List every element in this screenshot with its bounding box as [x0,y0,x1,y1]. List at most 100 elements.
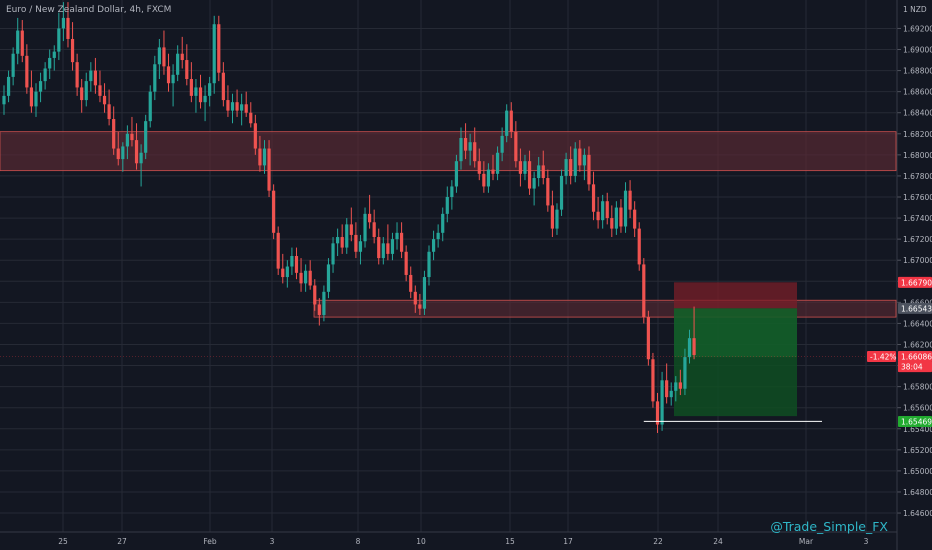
candle-body [70,38,75,63]
candle-body [354,234,358,252]
candle-body [276,232,280,269]
candle-body [48,57,52,69]
candle-body [166,66,171,84]
candle-body [477,161,481,174]
candle-body [194,87,198,96]
candle-body [482,173,486,187]
candle-body [358,241,363,252]
candle-body [377,237,381,259]
change-badge [867,350,896,362]
candle-body [130,133,134,141]
position-progress-area [674,308,797,358]
candle-body [422,277,427,309]
candle-body [208,83,212,96]
time-tick-label: 27 [117,537,127,546]
price-tick-label: 1.65000 [903,467,932,476]
candle-body [20,30,24,56]
candle-body [368,213,372,223]
candle-body [596,211,600,221]
candle-body [404,251,408,275]
candle-body [454,161,459,187]
candle-body [509,110,513,132]
candle-body [93,70,97,86]
candle-body [331,243,335,265]
candle-body [125,133,129,147]
candle-body [683,357,687,389]
time-tick-label: Feb [203,537,217,546]
candle-body [322,291,326,315]
long-position-tool[interactable] [674,282,797,417]
candle-body [441,213,445,233]
candle-body [651,359,655,402]
candle-body [349,224,353,235]
candle-body [272,190,276,233]
price-tick-label: 1.65800 [903,383,932,392]
time-tick-label: 10 [416,537,426,546]
candle-body [11,53,15,77]
price-tick-label: 1.66400 [903,319,932,328]
candle-body [340,237,344,248]
candle-body [317,304,321,315]
candle-body [258,148,262,166]
candle-body [29,87,34,107]
time-axis[interactable]: 25 27 Feb 3 8 10 15 17 22 24 Mar 3 [0,531,897,546]
candle-body [313,285,317,305]
candle-body [98,85,102,96]
price-tick-label: 1.64600 [903,509,932,518]
candle-body [121,146,125,160]
time-tick-label: 3 [270,537,275,546]
price-tick-label: 1.68600 [903,88,932,97]
time-tick-label: 22 [653,537,663,546]
price-tick-label: 1.67000 [903,256,932,265]
candle-body [176,53,180,75]
candle-body [514,131,518,162]
candle-body [345,224,349,248]
candle-body [491,169,495,174]
candle-body [637,228,641,265]
currency-label: 1 NZD [903,5,927,14]
price-label-text: 1.65469 [901,417,932,426]
candle-body [473,142,477,162]
candle-body [418,304,422,309]
candle-body [463,138,468,151]
candle-body [665,380,669,398]
candle-body [153,64,157,92]
price-tick-label: 1.67800 [903,172,932,181]
price-axis[interactable]: 1.69200 1.69000 1.68800 1.68600 1.68400 1.682… [896,0,932,550]
price-tick-label: 1.66600 [903,298,932,307]
price-label-tag [898,415,932,427]
price-tick-label: 1.69200 [903,24,932,33]
time-tick-label: 24 [713,537,723,546]
price-label-text: 1.66543 [901,304,932,313]
position-stop-area[interactable] [674,282,797,309]
candle-body [459,138,463,162]
time-tick-label: 3 [864,537,869,546]
candle-body [240,104,244,111]
candle-body [623,190,628,227]
candle-body [372,222,376,238]
candle-body [2,95,6,105]
candle-body [559,175,564,210]
candle-body [6,76,11,96]
candle-body [25,55,29,88]
candle-body [80,87,84,101]
candle-body [185,60,189,80]
candle-body [226,100,230,111]
candle-body [43,68,47,82]
candle-body [646,317,650,360]
price-tick-label: 1.64800 [903,488,932,497]
candle-body [573,148,577,176]
candle-body [564,159,568,176]
candle-body [546,178,550,206]
candle-body [189,79,193,96]
candle-body [326,264,331,292]
candle-body [244,104,248,113]
candle-body [52,51,56,58]
candle-body [212,24,216,84]
time-tick-label: 17 [563,537,573,546]
price-tick-label: 1.69000 [903,46,932,55]
candle-body [610,218,614,229]
candle-body [38,81,43,92]
